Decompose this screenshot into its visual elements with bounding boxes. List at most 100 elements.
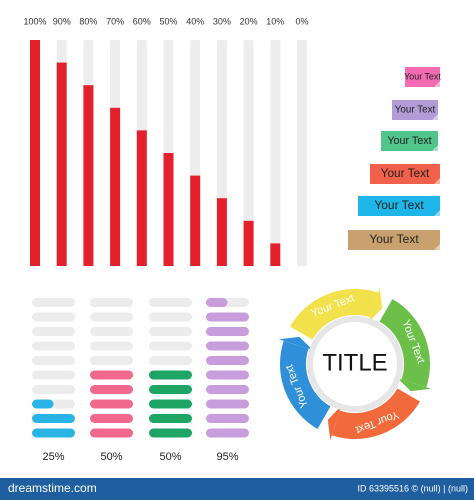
bar [110,107,121,266]
bar [83,85,94,266]
tag-text: Your Text [374,198,424,212]
pill-track [32,312,75,322]
value-label: 30% [213,16,231,26]
pill-track [149,327,192,336]
cycle-arrow [290,289,379,341]
pill-track [90,327,133,336]
pill-track [32,356,75,365]
tag-fold [432,114,438,120]
pill-track [32,385,75,394]
pill [206,399,249,409]
pill-track [149,341,192,351]
pill-track [149,312,192,322]
cycle-title: TITLE [322,349,387,376]
pill [90,414,133,423]
pill [206,385,249,394]
bar [30,40,40,266]
value-label: 80% [79,16,97,26]
pill-track [32,341,75,351]
value-label: 100% [23,16,46,26]
pill [90,370,133,380]
pill-track [90,356,133,365]
tag [358,196,440,216]
bar [270,243,281,266]
pill [206,370,249,380]
tag-text: Your Text [395,105,436,116]
pill-track [32,298,75,307]
value-label: 50% [159,16,177,26]
value-label: 0% [295,16,308,26]
value-label: 40% [186,16,204,26]
bar [190,175,201,266]
pill-stack [206,298,249,438]
tag-text: Your Text [404,71,441,81]
pill-stack [32,298,75,438]
tag-text: Your Text [381,166,430,180]
pill [32,414,75,423]
pill [90,399,133,409]
pill [149,370,192,380]
value-label: 25% [42,451,64,463]
pill [90,385,133,394]
pill-track [149,356,192,365]
pill [32,399,54,409]
pill [206,312,249,322]
bar [136,130,147,266]
cycle-arrow [378,299,430,388]
footer-bar [0,478,474,500]
pill [206,327,249,336]
pill [206,356,249,365]
value-label: 50% [159,451,181,463]
cycle-arrowhead [278,336,314,351]
cycle-arrowhead [368,287,383,323]
value-label: 70% [106,16,124,26]
value-label: 10% [266,16,284,26]
bar-track [297,40,307,266]
pill-stack [149,298,192,438]
pill [206,341,249,351]
cycle-arrowhead [327,405,342,441]
pill-track [90,341,133,351]
value-label: 60% [133,16,151,26]
value-label: 95% [216,451,238,463]
value-label: 50% [100,451,122,463]
tag [392,100,438,120]
tag [405,67,440,87]
pill-track [32,327,75,336]
tag-fold [434,178,440,184]
pill-stack [90,298,133,438]
bar-track [270,40,281,266]
pill-track [90,298,133,307]
pill-track [90,312,133,322]
pill [149,399,192,409]
footer-id: ID 63395516 © (null) | (null) [357,483,468,493]
tag-text: Your Text [369,232,419,246]
pill [32,428,75,438]
cycle-center [313,322,397,406]
pill [206,414,249,423]
pill-track [32,370,75,380]
bar [163,153,174,266]
tag-fold [434,244,440,250]
pill [149,385,192,394]
tag-text: Your Text [387,135,431,147]
pill [206,428,249,438]
pill [206,298,228,307]
cycle-arrowhead [396,377,432,392]
tag [381,131,438,151]
bar [216,198,227,266]
pill [149,414,192,423]
cycle-arrow [280,340,332,429]
pill [149,428,192,438]
cycle-arrow [331,387,420,439]
bar [56,62,67,266]
tag-fold [432,145,438,151]
tag-fold [434,210,440,216]
tag-fold [434,81,440,87]
bar [243,220,254,266]
tag [370,164,440,184]
pill [90,428,133,438]
bar-track [243,40,254,266]
pill-track [149,298,192,307]
